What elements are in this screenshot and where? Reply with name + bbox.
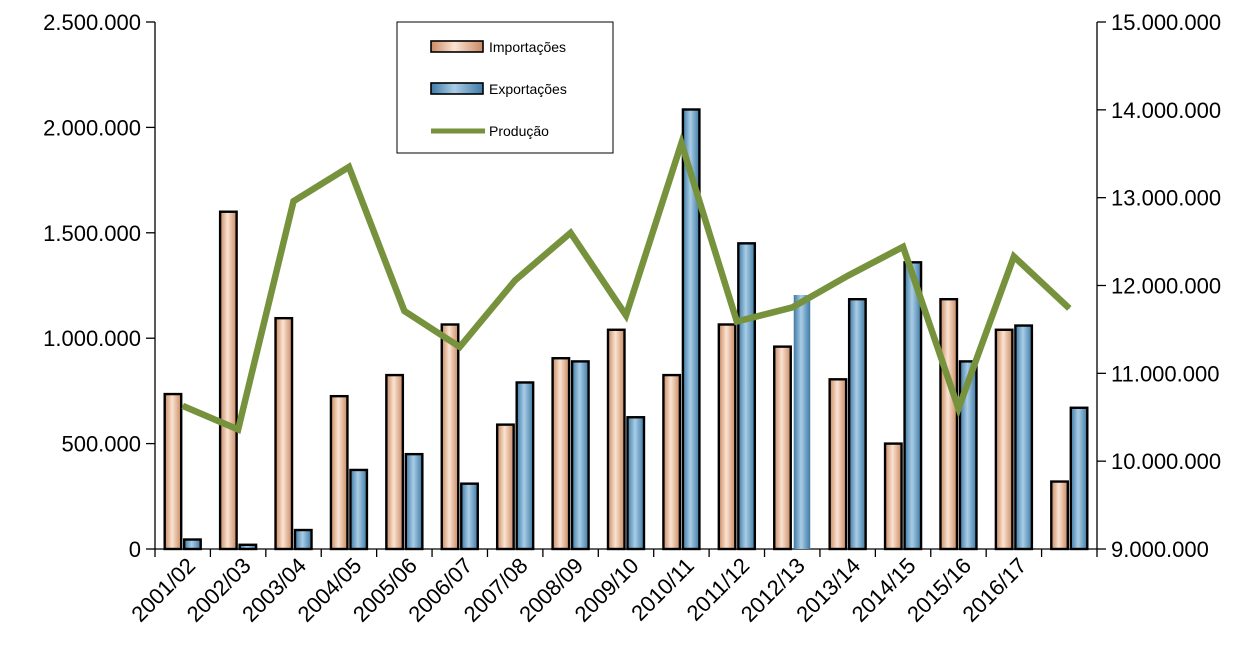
legend-label-exports: Exportações [489, 81, 567, 97]
export-bar [847, 298, 867, 551]
export-bar [1014, 324, 1034, 551]
left-tick-label: 0 [129, 537, 141, 562]
left-tick-label: 2.500.000 [43, 10, 141, 35]
production-line [181, 132, 1072, 435]
import-bar [274, 316, 294, 551]
export-bar [293, 528, 313, 551]
production-point [625, 314, 627, 316]
import-bar [495, 423, 515, 551]
right-tick-label: 9.000.000 [1111, 537, 1209, 562]
export-bar [404, 452, 424, 551]
production-point [791, 306, 793, 308]
legend-swatch-exports [430, 82, 484, 95]
export-bar [349, 468, 369, 551]
production-point [459, 346, 461, 348]
import-bar [329, 394, 349, 551]
left-tick-label: 2.000.000 [43, 115, 141, 140]
production-point [680, 142, 682, 144]
legend-label-imports: Importações [489, 39, 566, 55]
export-bar [958, 360, 978, 551]
import-bar [1050, 480, 1069, 551]
import-bar [606, 328, 626, 551]
production-point [570, 232, 572, 234]
import-bar [773, 345, 792, 551]
import-bar [385, 373, 405, 551]
export-bar [238, 543, 258, 551]
production-series-line [181, 132, 1072, 435]
export-bar [460, 482, 479, 551]
left-tick-label: 500.000 [61, 432, 141, 457]
import-bar [440, 323, 460, 551]
export-bar [515, 381, 535, 551]
right-tick-label: 11.000.000 [1111, 361, 1219, 386]
legend: Importações Exportações Produção [396, 21, 614, 154]
bars [163, 108, 1089, 551]
left-tick-label: 1.000.000 [43, 326, 141, 351]
import-bar [939, 298, 959, 551]
left-tick-label: 1.500.000 [43, 221, 141, 246]
export-bar [737, 242, 757, 551]
import-bar [163, 392, 183, 551]
import-bar [717, 323, 737, 551]
export-bar [903, 261, 923, 551]
production-point [182, 405, 184, 407]
production-point [237, 429, 239, 431]
production-point [293, 200, 295, 202]
production-point [736, 321, 738, 323]
import-bar [662, 373, 682, 551]
right-tick-label: 12.000.000 [1111, 274, 1221, 299]
production-point [957, 407, 959, 409]
production-point [1068, 307, 1070, 309]
export-bar [570, 360, 590, 551]
right-tick-label: 10.000.000 [1111, 449, 1221, 474]
legend-label-production: Produção [489, 123, 549, 139]
import-bar [994, 328, 1014, 551]
right-tick-label: 14.000.000 [1111, 98, 1221, 123]
export-bar [1069, 406, 1089, 551]
import-bar [883, 442, 903, 551]
export-bar [793, 294, 811, 549]
legend-swatch-imports [430, 40, 484, 53]
production-point [514, 279, 516, 281]
production-point [902, 246, 904, 248]
production-point [1013, 256, 1015, 258]
import-bar [828, 378, 848, 551]
export-bar [183, 538, 202, 551]
production-point [348, 166, 350, 168]
right-tick-label: 13.000.000 [1111, 186, 1221, 211]
import-bar [218, 210, 238, 551]
import-bar [551, 357, 571, 551]
production-point [403, 310, 405, 312]
export-bar [681, 108, 701, 551]
production-point [847, 275, 849, 277]
right-tick-label: 15.000.000 [1111, 10, 1221, 35]
export-bar [626, 416, 646, 551]
